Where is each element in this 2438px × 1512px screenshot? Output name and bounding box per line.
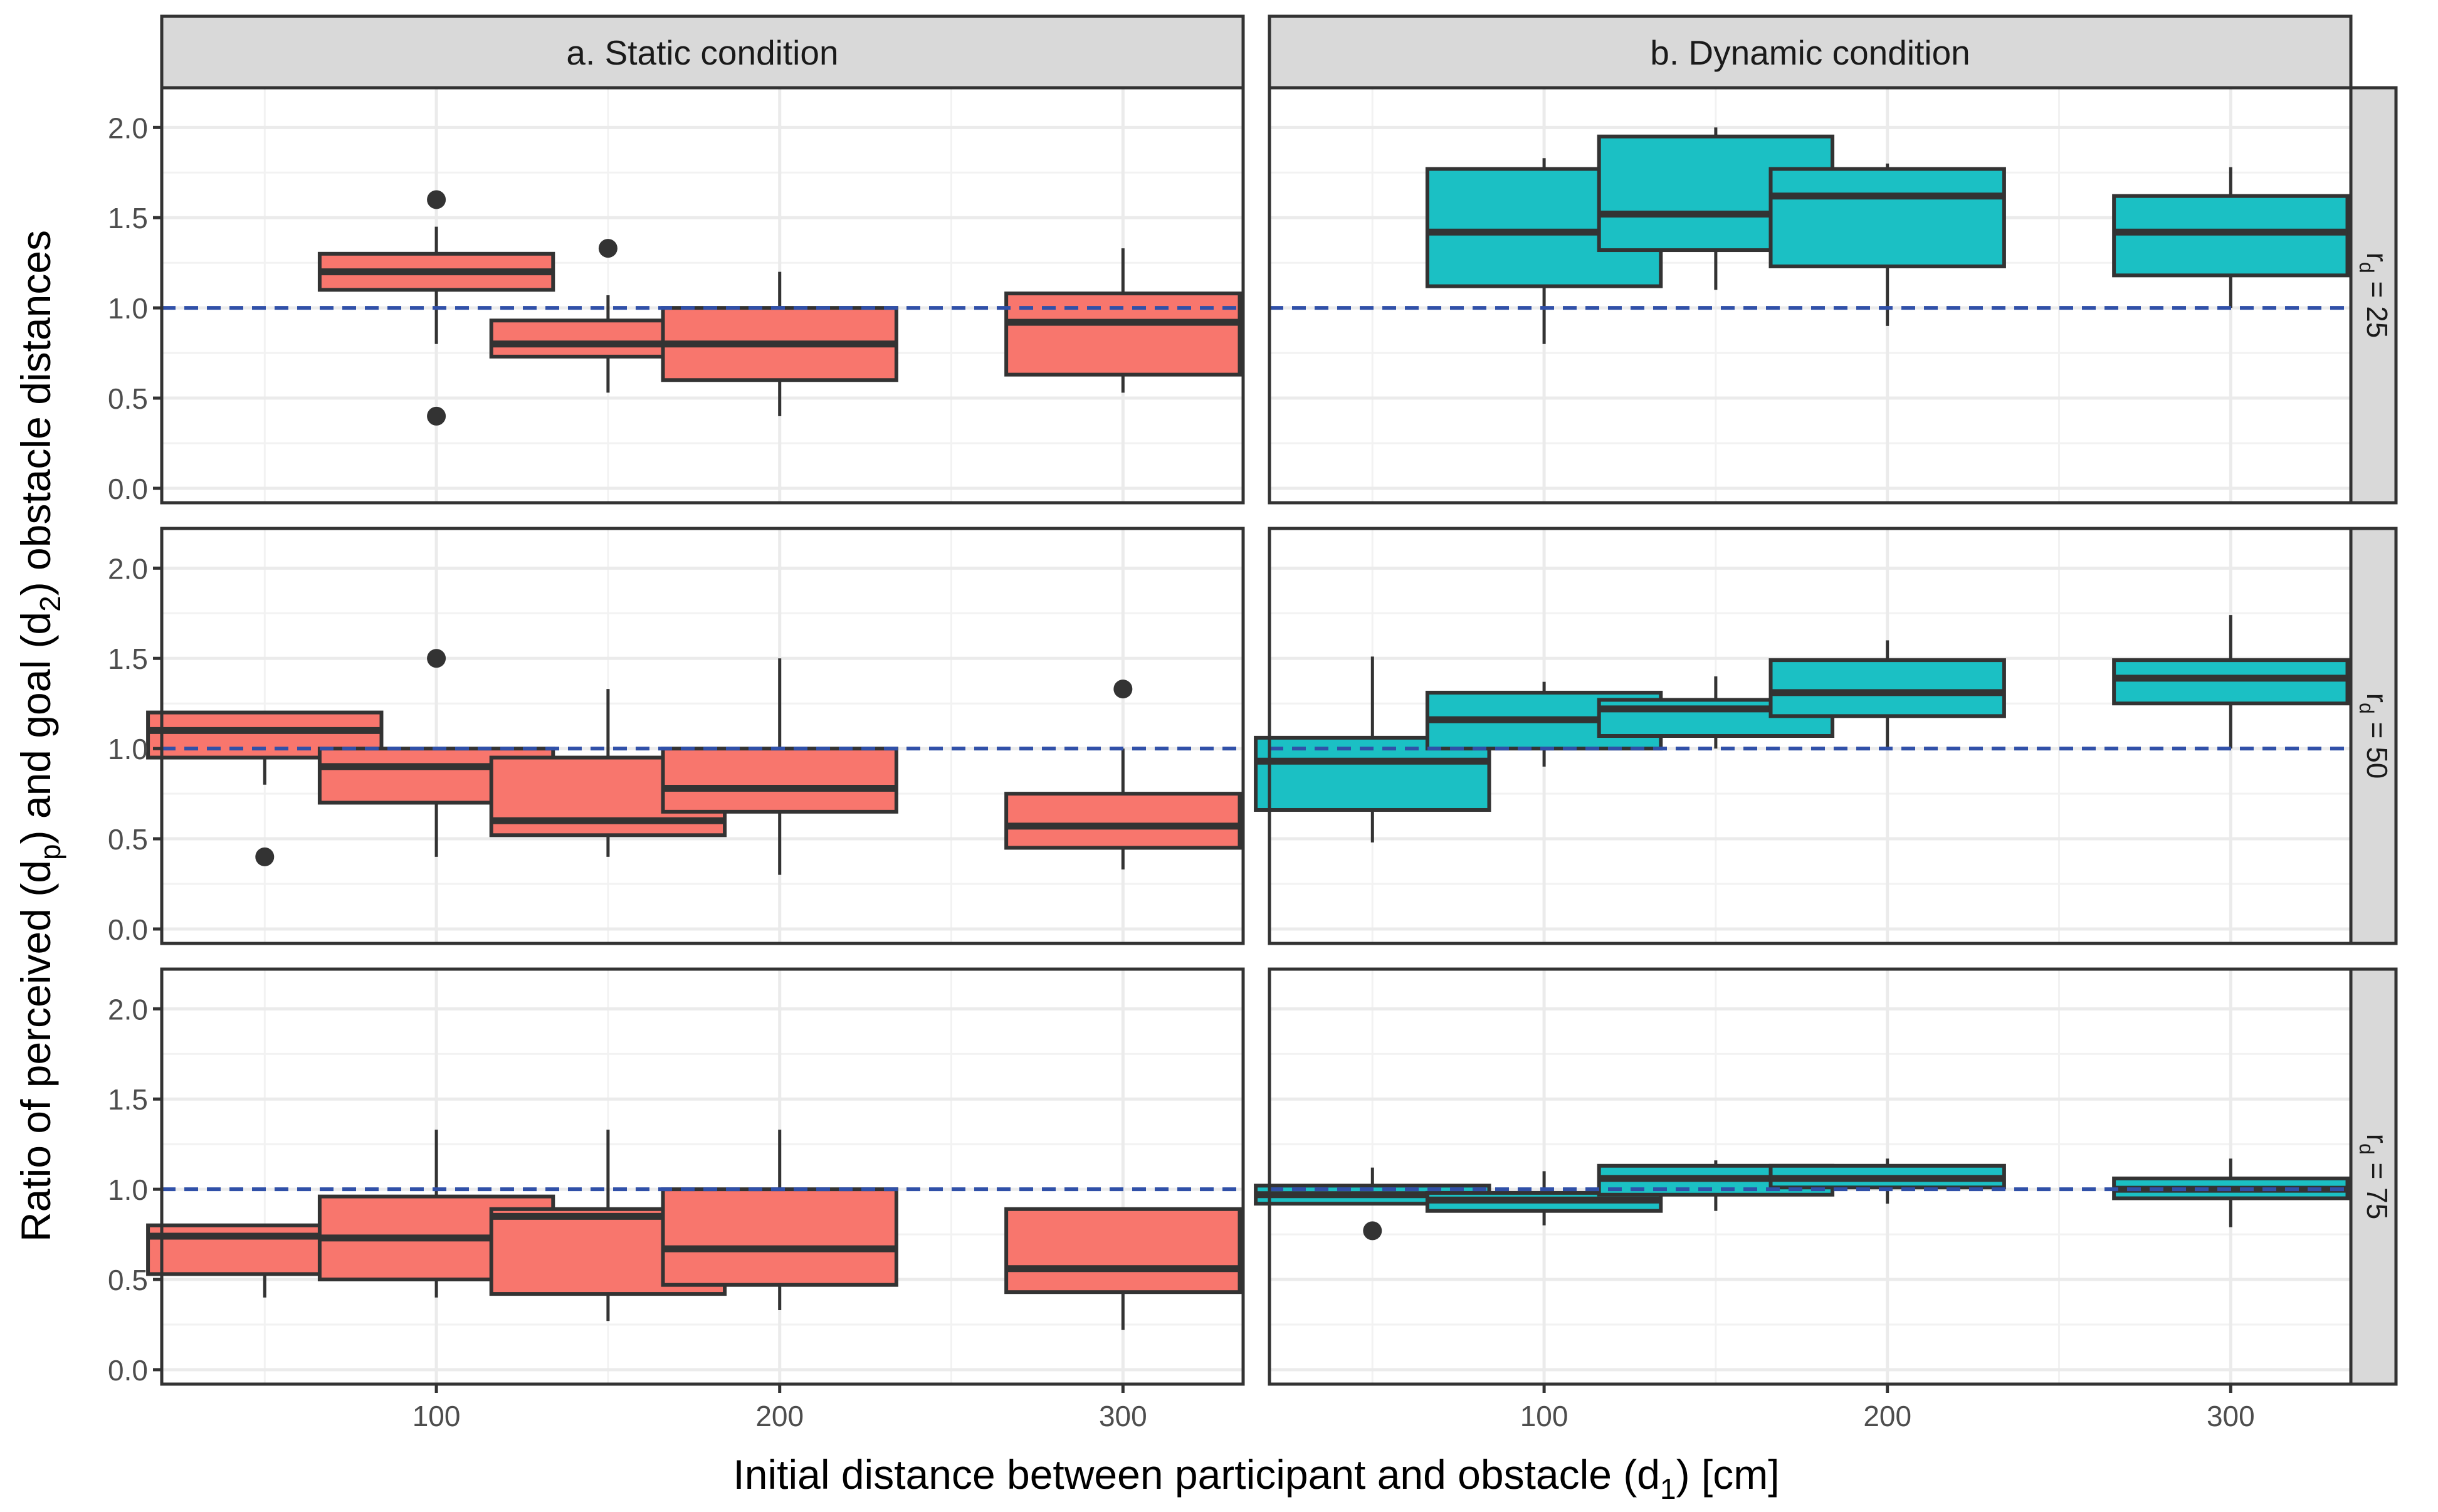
row-strip xyxy=(2349,967,2398,1386)
y-tick-label: 0.0 xyxy=(108,913,148,946)
box-x300 xyxy=(1004,680,1242,869)
row-strip-label-base: r xyxy=(2361,693,2393,703)
row-strip-label-rest: = 50 xyxy=(2361,714,2393,779)
row-strip xyxy=(2349,527,2398,945)
y-tick-label: 1.5 xyxy=(108,202,148,234)
row-strip-label-rest: = 75 xyxy=(2361,1155,2393,1220)
box-x300 xyxy=(2112,167,2350,308)
y-axis-title-sub: 2 xyxy=(34,596,66,612)
x-axis-title-rest: ) [cm] xyxy=(1676,1451,1780,1498)
box-body xyxy=(661,1187,898,1287)
box-x300 xyxy=(2112,615,2350,749)
outlier-point xyxy=(427,649,446,668)
x-axis-title: Initial distance between participant and… xyxy=(733,1451,1779,1505)
boxplot-series-r0-c1 xyxy=(1425,127,2350,344)
column-strip xyxy=(1268,14,2353,90)
panel-r2-c0 xyxy=(162,969,1243,1384)
y-tick-label: 2.0 xyxy=(108,993,148,1026)
box-body xyxy=(2112,194,2350,278)
panel-bg xyxy=(162,969,1243,1384)
row-strip-label-rest: = 25 xyxy=(2361,273,2393,339)
box-x200 xyxy=(661,271,898,416)
column-strip-label: b. Dynamic condition xyxy=(1650,33,1970,72)
row-strip-label-sub: d xyxy=(2355,262,2378,273)
box-x200 xyxy=(661,658,898,875)
row-strip-label-base: r xyxy=(2361,1134,2393,1143)
box-x300 xyxy=(1004,1207,1242,1330)
y-tick-label: 0.5 xyxy=(108,823,148,856)
y-axis-title-part: ) and goal (d xyxy=(13,612,59,844)
outlier-point xyxy=(1113,680,1133,699)
y-axis-title: Ratio of perceived (dp) and goal (d2) ob… xyxy=(13,230,66,1242)
box-body xyxy=(1768,167,2006,268)
boxplot-series-r2-c0 xyxy=(146,1130,1242,1330)
row-strip-label: rd = 50 xyxy=(2355,693,2393,779)
panel-r0-c1 xyxy=(1269,88,2351,503)
boxplot-series-r2-c1 xyxy=(1254,1158,2350,1241)
x-tick-label: 300 xyxy=(1099,1400,1147,1432)
row-strip-label-base: r xyxy=(2361,253,2393,262)
box-body xyxy=(1768,658,2006,718)
row-strip-label-sub: d xyxy=(2355,703,2378,714)
box-body xyxy=(1004,792,1242,850)
outlier-point xyxy=(427,406,446,426)
y-tick-label: 2.0 xyxy=(108,552,148,585)
y-tick-label: 1.5 xyxy=(108,1083,148,1116)
y-tick-label: 1.0 xyxy=(108,292,148,325)
column-strip-label: a. Static condition xyxy=(566,33,838,72)
column-strip xyxy=(160,14,1245,90)
x-axis-title-sub: 1 xyxy=(1660,1473,1676,1505)
panel-border xyxy=(160,967,1245,1386)
x-tick-label: 100 xyxy=(1520,1400,1568,1432)
outlier-point xyxy=(255,847,275,866)
row-strip-label: rd = 25 xyxy=(2355,253,2393,339)
box-x200 xyxy=(661,1130,898,1310)
box-body xyxy=(2112,658,2350,706)
box-x100 xyxy=(317,190,555,426)
y-axis-title-part: Ratio of perceived (d xyxy=(13,860,59,1242)
y-tick-label: 1.0 xyxy=(108,1173,148,1206)
x-tick-label: 300 xyxy=(2207,1400,2255,1432)
row-strip-label: rd = 75 xyxy=(2355,1134,2393,1220)
outlier-point xyxy=(427,190,446,209)
y-tick-label: 0.0 xyxy=(108,1354,148,1387)
y-tick-label: 0.0 xyxy=(108,473,148,505)
x-tick-label: 200 xyxy=(755,1400,804,1432)
outlier-point xyxy=(1363,1221,1382,1241)
box-x200 xyxy=(1768,640,2006,749)
x-axis-title-main: Initial distance between participant and… xyxy=(733,1451,1660,1498)
y-tick-label: 0.5 xyxy=(108,1264,148,1296)
x-tick-label: 200 xyxy=(1863,1400,1911,1432)
boxplot-series-r0-c0 xyxy=(317,190,1242,426)
y-axis-title-sub: p xyxy=(34,844,66,860)
box-body xyxy=(1004,291,1242,377)
y-tick-label: 0.5 xyxy=(108,382,148,415)
y-axis-title-part: ) obstacle distances xyxy=(13,230,59,596)
row-strip xyxy=(2349,86,2398,505)
row-strip-label-sub: d xyxy=(2355,1143,2378,1155)
box-body xyxy=(1004,1207,1242,1294)
outlier-point xyxy=(598,239,617,258)
y-tick-label: 1.5 xyxy=(108,643,148,675)
x-tick-label: 100 xyxy=(412,1400,461,1432)
y-tick-label: 2.0 xyxy=(108,112,148,144)
box-body xyxy=(661,747,898,814)
y-tick-label: 1.0 xyxy=(108,733,148,765)
panel-border xyxy=(160,527,1245,945)
box-x200 xyxy=(1768,163,2006,326)
